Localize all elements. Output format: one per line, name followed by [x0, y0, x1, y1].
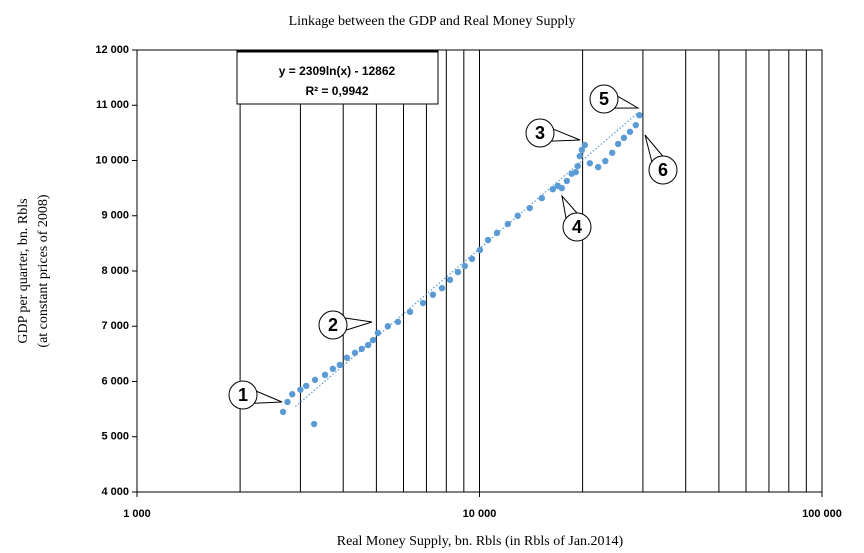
point — [369, 336, 377, 344]
point — [329, 365, 337, 372]
y-tick-label: 8 000 — [101, 265, 129, 277]
point — [438, 284, 446, 292]
callout-pointer — [254, 390, 283, 404]
point — [581, 141, 589, 149]
point — [526, 204, 533, 212]
x-tick-label: 10 000 — [463, 508, 497, 520]
point — [374, 329, 382, 337]
trendline — [294, 112, 639, 408]
point — [351, 349, 359, 356]
point — [336, 361, 344, 369]
point — [476, 246, 484, 254]
point — [321, 371, 329, 379]
point — [504, 220, 512, 228]
point — [586, 160, 594, 167]
y-tick-label: 12 000 — [95, 44, 129, 56]
point — [563, 177, 571, 185]
y-tick-label: 4 000 — [101, 486, 129, 498]
point — [608, 149, 616, 156]
point — [394, 318, 402, 326]
point — [384, 323, 392, 330]
point — [636, 111, 643, 119]
y-tick-label: 11 000 — [96, 99, 129, 111]
callout-pointer — [644, 134, 664, 162]
x-tick-label: 100 000 — [802, 508, 842, 520]
point — [484, 236, 492, 244]
point — [632, 121, 640, 129]
point — [446, 276, 454, 284]
point — [364, 341, 372, 349]
callout-pointer — [345, 317, 373, 331]
point — [279, 408, 287, 416]
point — [514, 212, 521, 219]
point — [303, 382, 310, 390]
point — [558, 184, 566, 192]
callout-label: 1 — [238, 385, 248, 405]
point — [620, 134, 628, 142]
point — [358, 345, 365, 353]
point — [576, 152, 583, 160]
callout-circle — [318, 310, 348, 340]
x-axis-label: Real Money Supply, bn. Rbls (in Rbls of … — [337, 534, 624, 549]
point — [549, 186, 557, 193]
point — [626, 128, 634, 135]
callout-label: 3 — [535, 123, 545, 143]
chart-title: Linkage between the GDP and Real Money S… — [289, 14, 576, 29]
point — [419, 299, 427, 307]
point — [574, 162, 581, 170]
equation-box — [236, 49, 439, 105]
y-tick-label: 5 000 — [101, 431, 129, 443]
point — [468, 255, 476, 263]
callout-circle — [648, 155, 678, 185]
point — [602, 157, 609, 165]
y-tick-label: 7 000 — [101, 320, 129, 332]
y-tick-label: 6 000 — [101, 375, 129, 387]
callout-circle — [589, 84, 619, 114]
point — [538, 194, 545, 202]
point — [297, 386, 304, 393]
point — [406, 308, 414, 316]
callout-pointer — [551, 128, 581, 142]
point — [461, 262, 469, 270]
point — [572, 168, 579, 176]
point — [578, 146, 586, 154]
callout-label: 5 — [599, 89, 609, 109]
y-axis-label: (at constant prices of 2008) — [36, 194, 51, 348]
y-axis-label: GDP per quarter, bn. Rbls — [16, 198, 31, 343]
point — [289, 391, 296, 398]
point — [284, 398, 291, 406]
equation-text: R² = 0,9942 — [305, 84, 368, 98]
y-tick-label: 10 000 — [95, 154, 129, 166]
point — [310, 420, 318, 428]
callout-pointer — [561, 194, 578, 219]
callout-circle — [562, 212, 592, 242]
callout-circle — [525, 118, 555, 148]
point — [429, 291, 437, 298]
equation-text: y = 2309ln(x) - 12862 — [279, 64, 396, 78]
point — [614, 140, 622, 148]
point — [454, 268, 462, 276]
x-tick-label: 1 000 — [123, 508, 151, 520]
callout-label: 6 — [658, 160, 668, 180]
callout-pointer — [614, 95, 640, 109]
point — [493, 229, 501, 237]
y-tick-label: 9 000 — [101, 210, 129, 222]
point — [594, 163, 602, 171]
callout-circle — [228, 380, 258, 410]
callout-label: 2 — [328, 315, 338, 335]
point — [343, 354, 351, 361]
point — [311, 376, 319, 384]
callout-label: 4 — [572, 217, 582, 237]
